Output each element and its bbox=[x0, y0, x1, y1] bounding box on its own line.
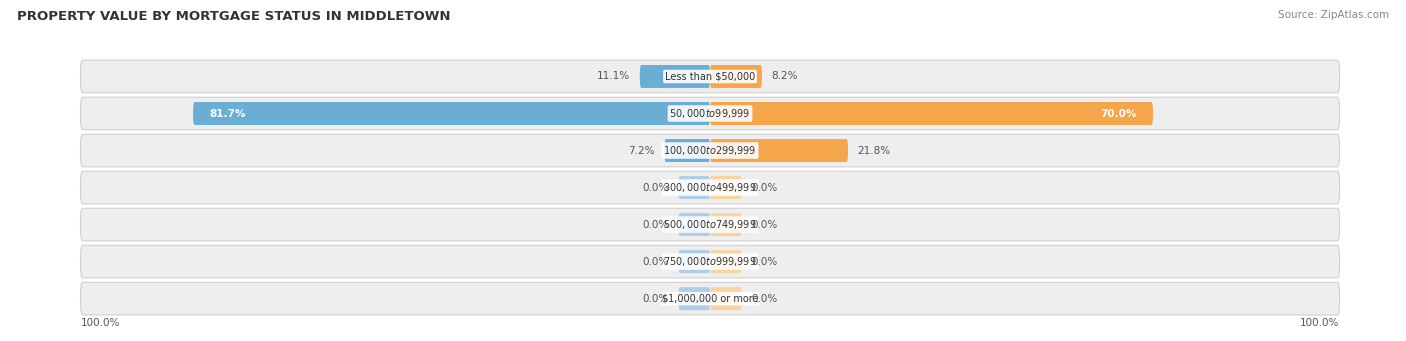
Text: $100,000 to $299,999: $100,000 to $299,999 bbox=[664, 144, 756, 157]
FancyBboxPatch shape bbox=[665, 139, 710, 162]
FancyBboxPatch shape bbox=[710, 65, 762, 88]
FancyBboxPatch shape bbox=[679, 250, 710, 273]
Text: 100.0%: 100.0% bbox=[1301, 318, 1340, 328]
FancyBboxPatch shape bbox=[710, 250, 742, 273]
FancyBboxPatch shape bbox=[80, 60, 1340, 93]
FancyBboxPatch shape bbox=[80, 208, 1340, 241]
Text: 0.0%: 0.0% bbox=[751, 256, 778, 267]
FancyBboxPatch shape bbox=[710, 213, 742, 236]
Text: 0.0%: 0.0% bbox=[643, 294, 669, 303]
FancyBboxPatch shape bbox=[710, 102, 1153, 125]
FancyBboxPatch shape bbox=[710, 287, 742, 310]
Text: $500,000 to $749,999: $500,000 to $749,999 bbox=[664, 218, 756, 231]
FancyBboxPatch shape bbox=[679, 176, 710, 199]
Text: $750,000 to $999,999: $750,000 to $999,999 bbox=[664, 255, 756, 268]
FancyBboxPatch shape bbox=[80, 245, 1340, 278]
FancyBboxPatch shape bbox=[80, 134, 1340, 167]
FancyBboxPatch shape bbox=[80, 97, 1340, 130]
Text: 0.0%: 0.0% bbox=[751, 294, 778, 303]
Text: 0.0%: 0.0% bbox=[643, 220, 669, 229]
FancyBboxPatch shape bbox=[710, 176, 742, 199]
FancyBboxPatch shape bbox=[80, 282, 1340, 315]
Text: 100.0%: 100.0% bbox=[80, 318, 120, 328]
Text: Source: ZipAtlas.com: Source: ZipAtlas.com bbox=[1278, 10, 1389, 20]
FancyBboxPatch shape bbox=[640, 65, 710, 88]
FancyBboxPatch shape bbox=[679, 287, 710, 310]
Text: Less than $50,000: Less than $50,000 bbox=[665, 72, 755, 81]
Text: 70.0%: 70.0% bbox=[1101, 108, 1137, 119]
Text: 0.0%: 0.0% bbox=[751, 220, 778, 229]
Text: $1,000,000 or more: $1,000,000 or more bbox=[662, 294, 758, 303]
Text: 0.0%: 0.0% bbox=[751, 182, 778, 193]
FancyBboxPatch shape bbox=[80, 171, 1340, 204]
FancyBboxPatch shape bbox=[193, 102, 710, 125]
Text: 81.7%: 81.7% bbox=[209, 108, 245, 119]
Text: 21.8%: 21.8% bbox=[858, 146, 890, 155]
Text: 7.2%: 7.2% bbox=[628, 146, 655, 155]
Text: PROPERTY VALUE BY MORTGAGE STATUS IN MIDDLETOWN: PROPERTY VALUE BY MORTGAGE STATUS IN MID… bbox=[17, 10, 450, 23]
FancyBboxPatch shape bbox=[679, 213, 710, 236]
Text: $50,000 to $99,999: $50,000 to $99,999 bbox=[669, 107, 751, 120]
Text: 11.1%: 11.1% bbox=[598, 72, 630, 81]
Text: 8.2%: 8.2% bbox=[772, 72, 797, 81]
FancyBboxPatch shape bbox=[710, 139, 848, 162]
Text: 0.0%: 0.0% bbox=[643, 256, 669, 267]
Text: 0.0%: 0.0% bbox=[643, 182, 669, 193]
Text: $300,000 to $499,999: $300,000 to $499,999 bbox=[664, 181, 756, 194]
